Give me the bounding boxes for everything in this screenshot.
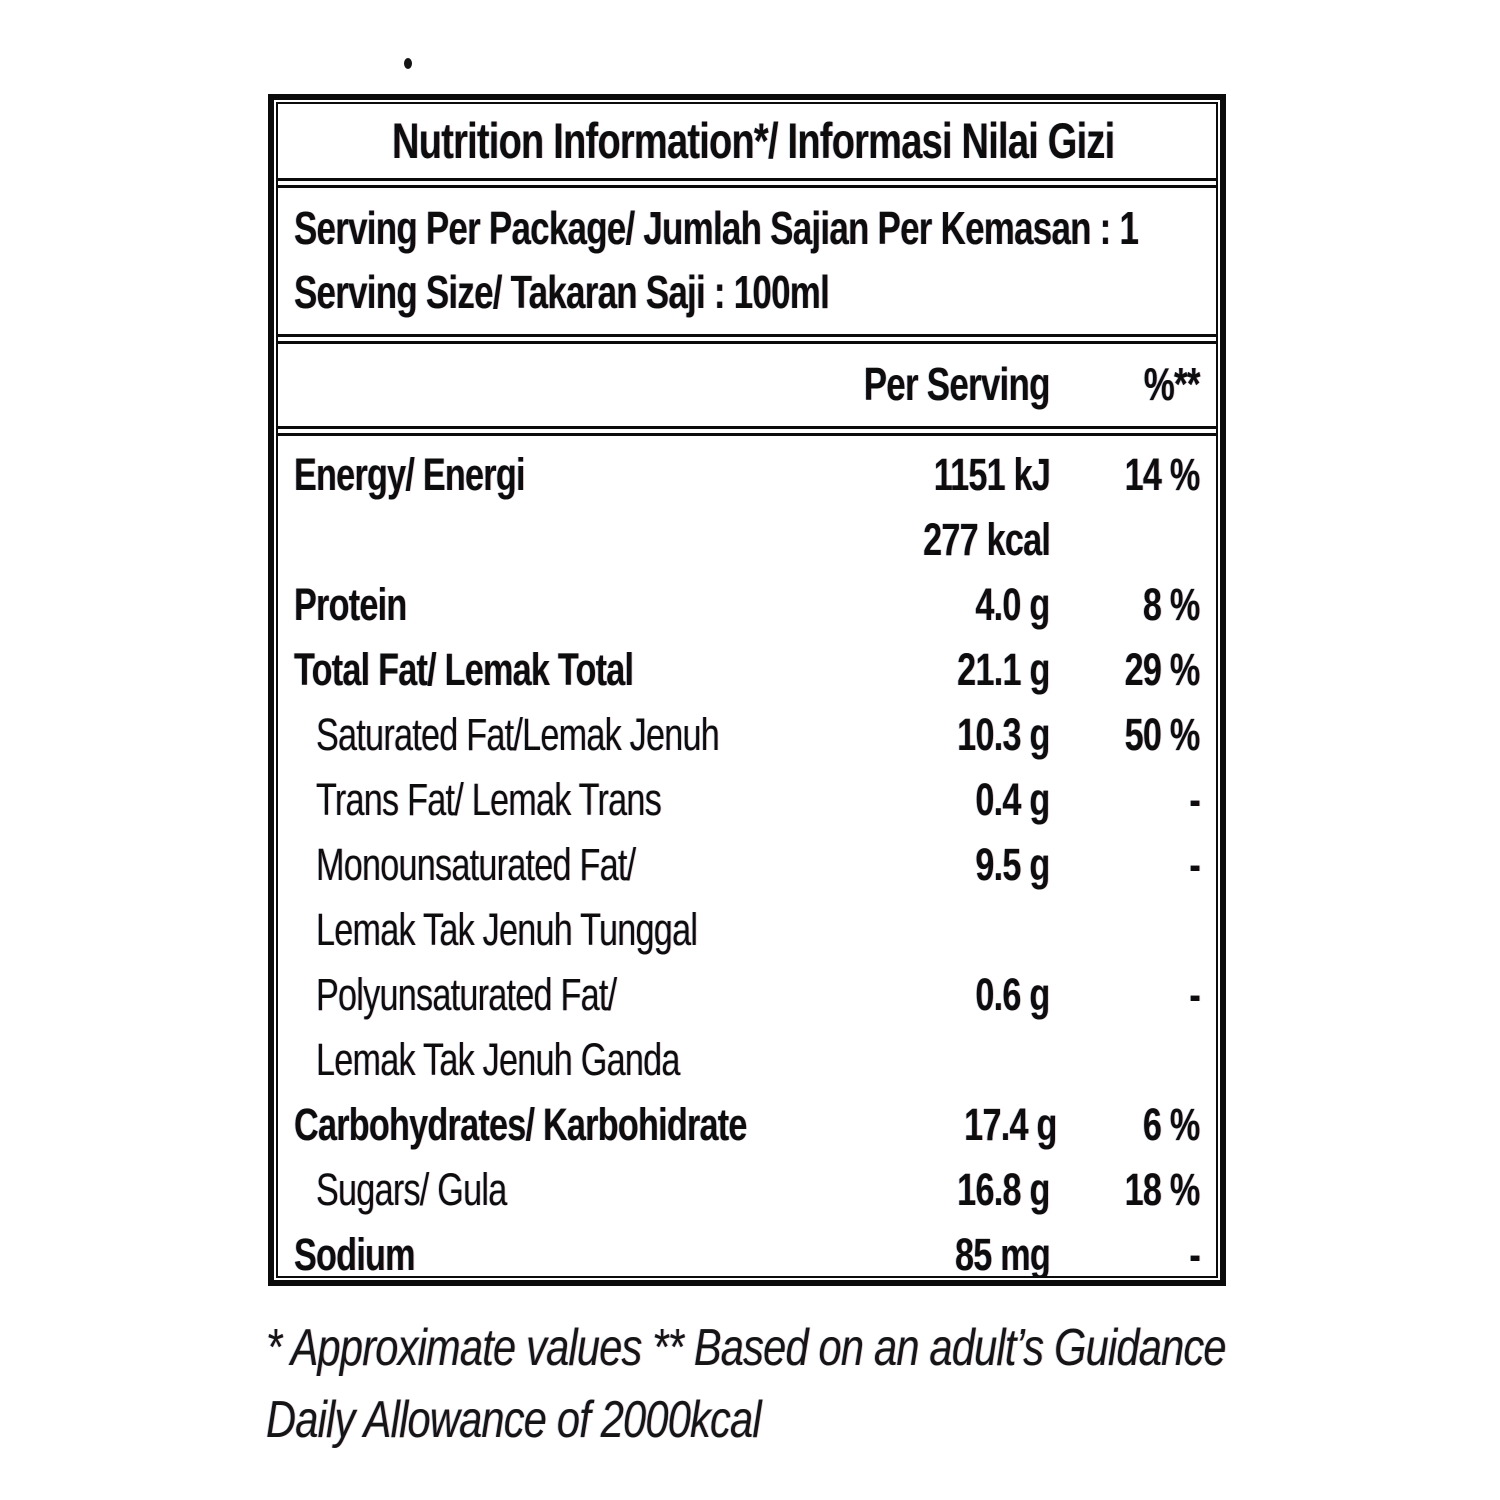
per-serving-column-header: Per Serving xyxy=(864,358,1051,410)
nutrient-percent: - xyxy=(1189,1229,1200,1278)
nutrient-label: Polyunsaturated Fat/ xyxy=(316,969,617,1020)
nutrient-percent: - xyxy=(1189,969,1200,1020)
footnote-line-1: * Approximate values ** Based on an adul… xyxy=(266,1319,1227,1377)
nutrient-percent: - xyxy=(1189,839,1200,890)
nutrient-value: 9.5 g xyxy=(975,839,1051,890)
nutrient-value: 85 mg xyxy=(954,1229,1051,1278)
nutrient-value: 10.3 g xyxy=(957,709,1051,760)
table-row: Lemak Tak Jenuh Tunggal xyxy=(294,897,1200,962)
nutrient-value: 0.4 g xyxy=(975,774,1051,825)
footnote-line-2: Daily Allowance of 2000kcal xyxy=(266,1391,762,1449)
nutrient-label: Sodium xyxy=(294,1229,416,1278)
nutrient-label xyxy=(294,507,875,572)
nutrient-value: 0.6 g xyxy=(975,969,1051,1020)
nutrient-rows: Energy/ Energi 1151 kJ 14 % 277 kcal Pro… xyxy=(278,436,1216,1278)
table-row: Lemak Tak Jenuh Ganda xyxy=(294,1027,1200,1092)
nutrient-percent xyxy=(1050,897,1200,962)
nutrient-label: Trans Fat/ Lemak Trans xyxy=(316,774,662,825)
divider-rule xyxy=(278,334,1216,344)
nutrient-label: Monounsaturated Fat/ xyxy=(316,839,636,890)
table-row: Carbohydrates/ Karbohidrate 17.4 g 6 % xyxy=(294,1092,1201,1157)
nutrient-percent: 18 % xyxy=(1125,1164,1201,1215)
nutrient-value: 1151 kJ xyxy=(933,449,1051,500)
nutrient-label: Energy/ Energi xyxy=(294,449,525,500)
serving-per-package-line: Serving Per Package/ Jumlah Sajian Per K… xyxy=(294,202,1139,254)
nutrient-label: Saturated Fat/Lemak Jenuh xyxy=(316,709,720,760)
nutrient-label: Total Fat/ Lemak Total xyxy=(294,644,634,695)
divider-rule xyxy=(278,426,1216,436)
nutrient-label: Protein xyxy=(294,579,407,630)
stray-ink-dot xyxy=(404,58,412,69)
nutrient-label: Carbohydrates/ Karbohidrate xyxy=(294,1099,747,1150)
table-row: 277 kcal xyxy=(294,507,1200,572)
divider-rule xyxy=(278,178,1216,188)
nutrient-value xyxy=(875,1027,1050,1092)
nutrition-label-inner-border: Nutrition Information*/ Informasi Nilai … xyxy=(276,102,1218,1278)
nutrition-label-panel: Nutrition Information*/ Informasi Nilai … xyxy=(268,94,1226,1286)
table-row: Total Fat/ Lemak Total 21.1 g 29 % xyxy=(294,637,1201,702)
nutrient-value: 17.4 g xyxy=(964,1099,1057,1150)
table-row: Trans Fat/ Lemak Trans 0.4 g - xyxy=(294,767,1201,832)
nutrient-value: 4.0 g xyxy=(975,579,1051,630)
nutrient-percent: 29 % xyxy=(1125,644,1201,695)
table-row: Saturated Fat/Lemak Jenuh 10.3 g 50 % xyxy=(294,702,1201,767)
nutrient-percent: 50 % xyxy=(1125,709,1201,760)
label-title: Nutrition Information*/ Informasi Nilai … xyxy=(392,113,1115,169)
nutrient-label: Sugars/ Gula xyxy=(316,1164,507,1215)
table-row: Sodium 85 mg - xyxy=(294,1222,1201,1278)
serving-size-line: Serving Size/ Takaran Saji : 100ml xyxy=(294,266,830,318)
nutrient-label: Lemak Tak Jenuh Tunggal xyxy=(316,904,698,955)
table-row: Sugars/ Gula 16.8 g 18 % xyxy=(294,1157,1201,1222)
nutrient-percent xyxy=(1050,507,1200,572)
table-row: Protein 4.0 g 8 % xyxy=(294,572,1201,637)
table-row: Polyunsaturated Fat/ 0.6 g - xyxy=(294,962,1201,1027)
nutrient-percent xyxy=(1050,1027,1200,1092)
column-header-row: Per Serving %** xyxy=(278,344,1216,426)
nutrient-label: Lemak Tak Jenuh Ganda xyxy=(316,1034,680,1085)
nutrient-percent: 8 % xyxy=(1143,579,1200,630)
table-row: Monounsaturated Fat/ 9.5 g - xyxy=(294,832,1201,897)
nutrient-value: 16.8 g xyxy=(957,1164,1051,1215)
nutrient-percent: - xyxy=(1189,774,1200,825)
nutrient-percent: 6 % xyxy=(1143,1099,1200,1150)
table-row: Energy/ Energi 1151 kJ 14 % xyxy=(294,442,1201,507)
nutrient-percent: 14 % xyxy=(1125,449,1201,500)
serving-info-section: Serving Per Package/ Jumlah Sajian Per K… xyxy=(278,188,1216,334)
nutrient-value: 21.1 g xyxy=(957,644,1051,695)
nutrient-value xyxy=(875,897,1050,962)
nutrient-value: 277 kcal xyxy=(922,514,1051,565)
footnote: * Approximate values ** Based on an adul… xyxy=(266,1312,1466,1456)
percent-column-header: %** xyxy=(1143,358,1201,410)
label-title-section: Nutrition Information*/ Informasi Nilai … xyxy=(278,104,1216,178)
